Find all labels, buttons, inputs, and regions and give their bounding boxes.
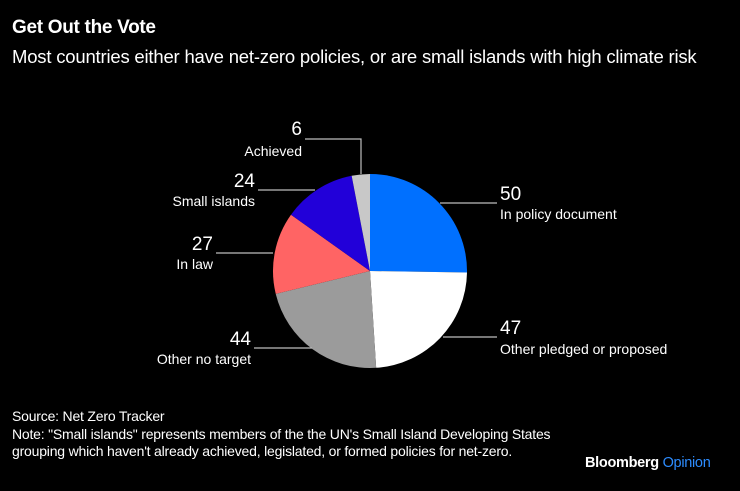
chart-subtitle: Most countries either have net-zero poli…: [12, 46, 697, 67]
data-label-value: 44: [230, 329, 252, 350]
data-label-value: 47: [500, 318, 521, 339]
leader-line: [305, 138, 362, 174]
data-label-value: 50: [500, 184, 521, 205]
chart-title: Get Out the Vote: [12, 17, 156, 38]
pie-slice-in-law: [273, 214, 370, 294]
data-label-category: Achieved: [244, 143, 302, 159]
brand-name: Bloomberg: [585, 455, 659, 471]
data-label-value: 6: [291, 119, 302, 140]
source-note: Source: Net Zero Tracker: [12, 408, 165, 424]
data-label-category: In law: [176, 256, 213, 272]
data-label-category: In policy document: [500, 206, 617, 222]
pie-slice-small-islands: [290, 175, 370, 271]
pie-slice-in-policy-document: [370, 174, 467, 273]
data-label-value: 27: [192, 234, 213, 255]
pie-slice-other-pledged-or-proposed: [370, 271, 467, 368]
data-label-category: Small islands: [173, 193, 255, 209]
footnote: Note: "Small islands" represents members…: [12, 425, 551, 460]
data-label-category: Other pledged or proposed: [500, 341, 667, 357]
data-label-category: Other no target: [157, 351, 251, 367]
data-label-value: 24: [234, 171, 256, 192]
chart-footer: Source: Net Zero Tracker Note: "Small is…: [12, 408, 572, 461]
brand-section: Opinion: [662, 455, 711, 471]
brand-logo: Bloomberg Opinion: [585, 455, 711, 471]
pie-slice-achieved: [351, 174, 370, 271]
pie-slice-other-no-target: [275, 271, 377, 369]
